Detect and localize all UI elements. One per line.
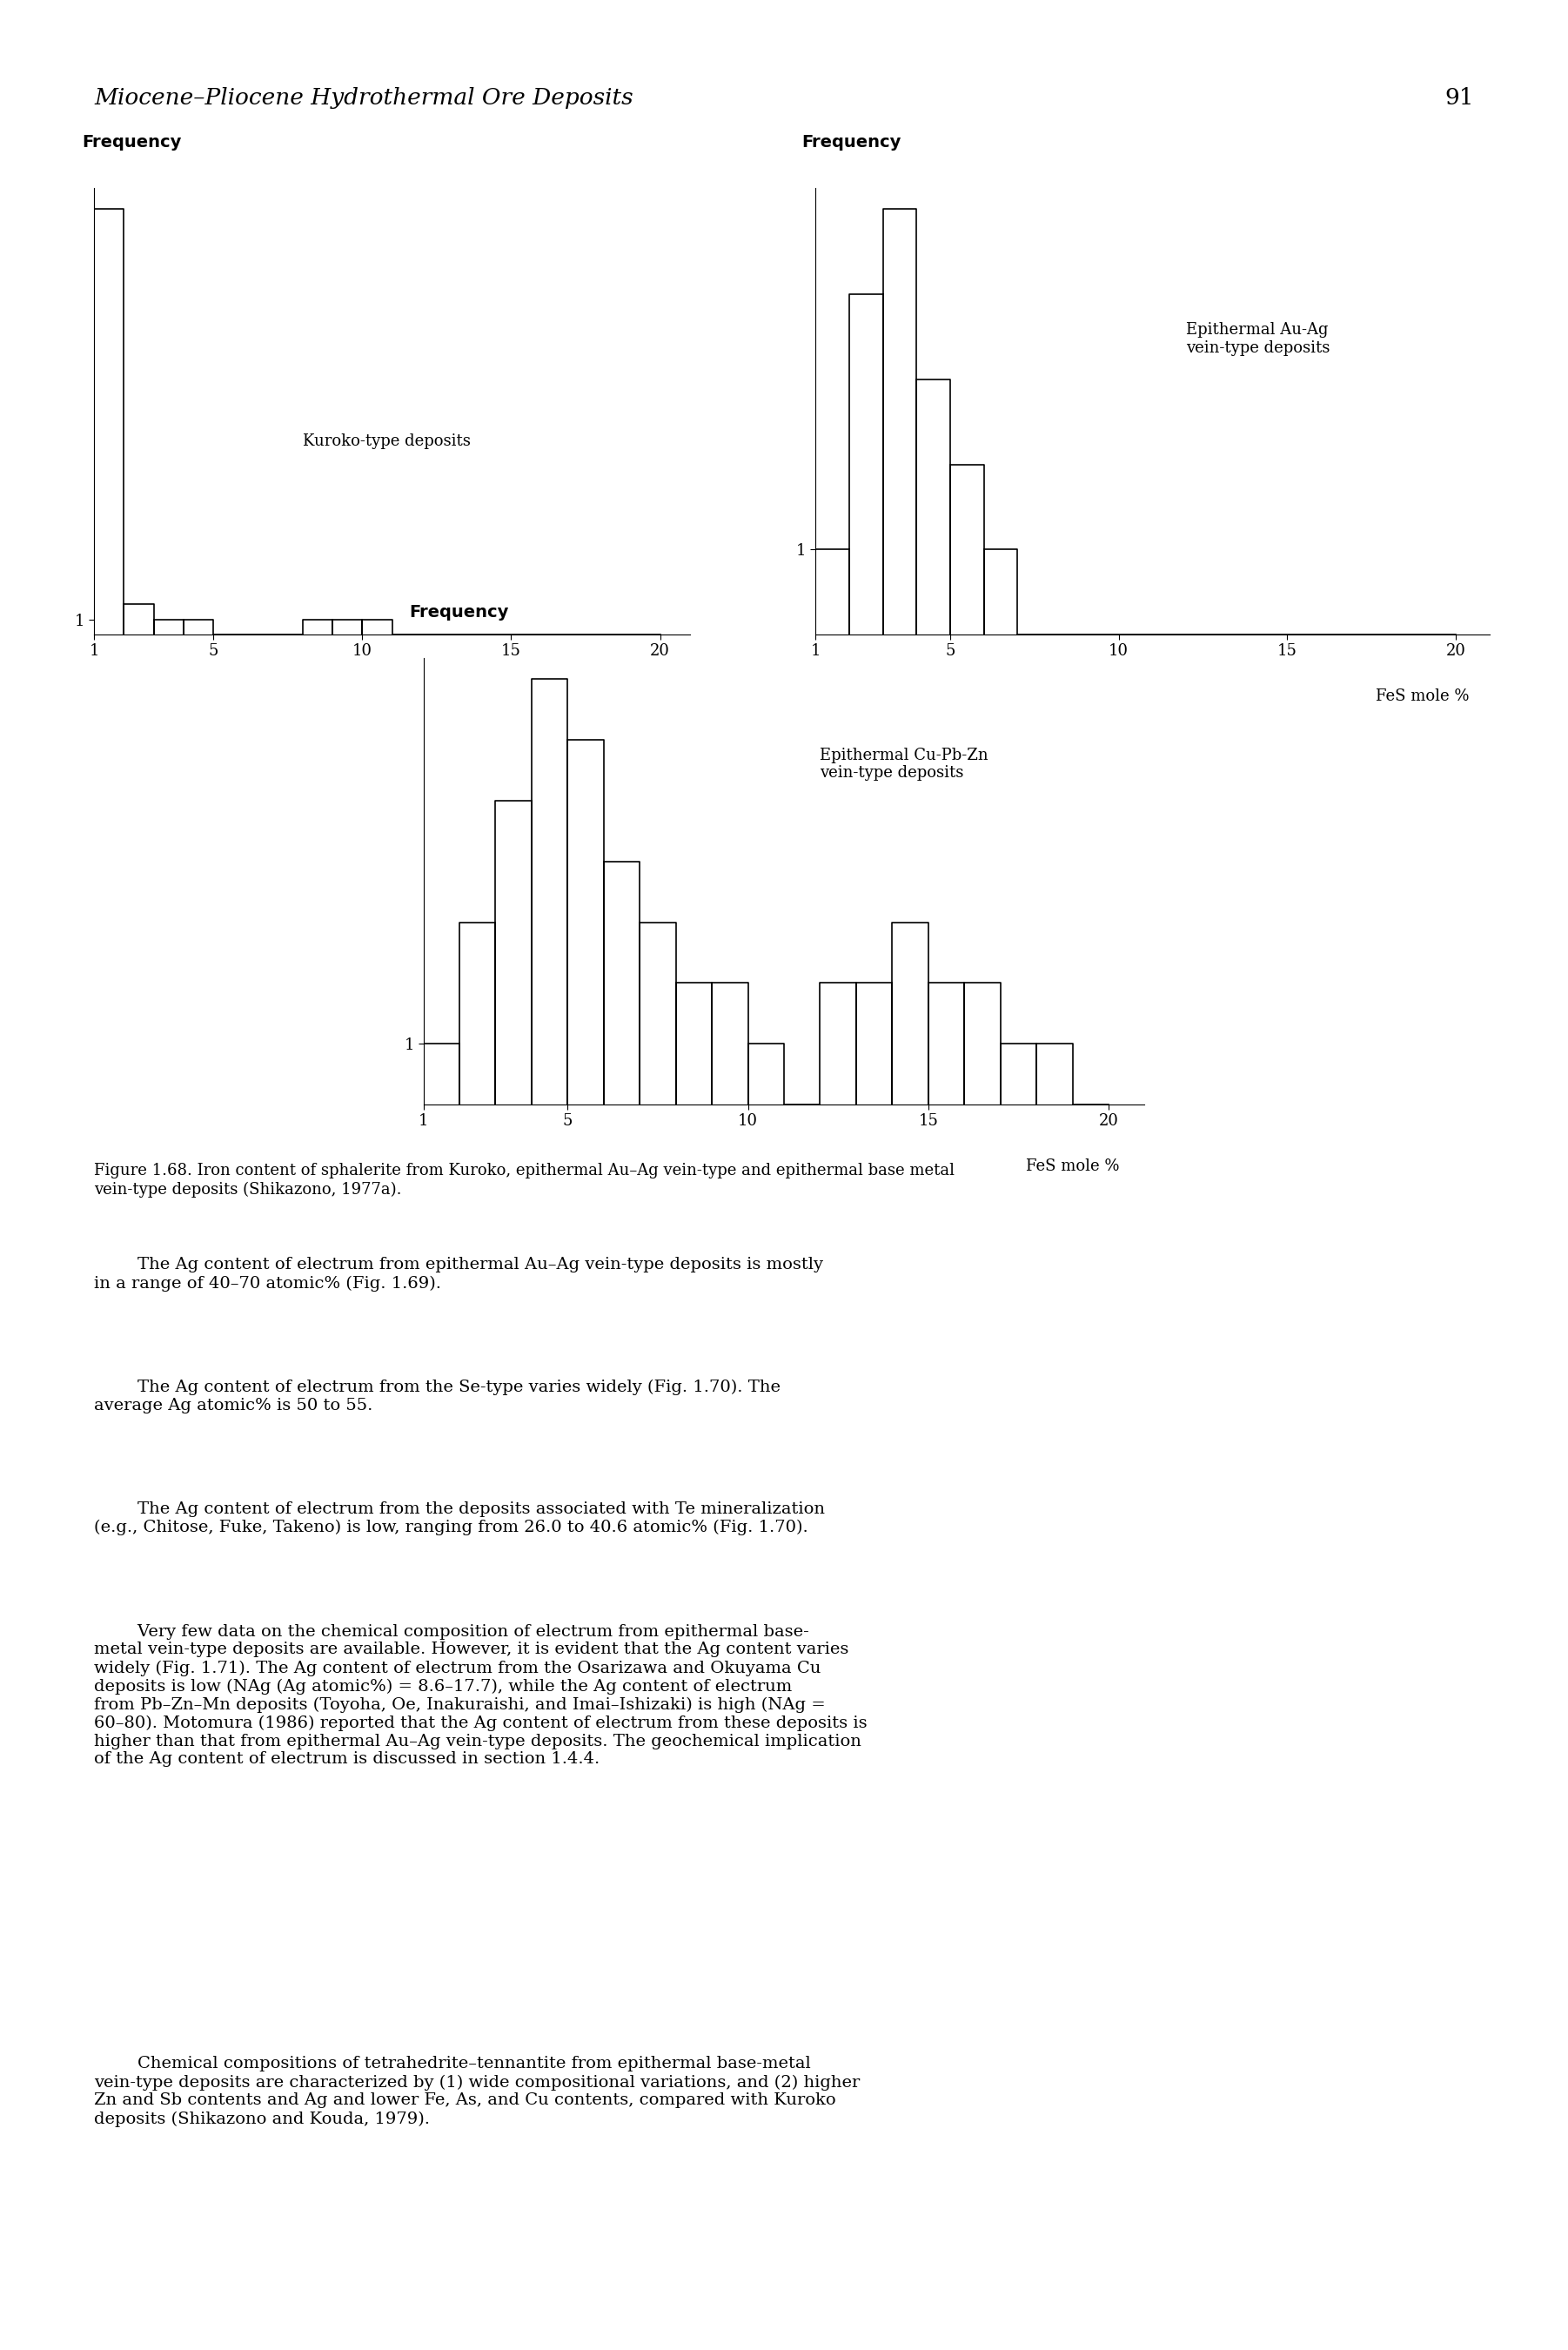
Text: The Ag content of electrum from epithermal Au–Ag vein-type deposits is mostly
in: The Ag content of electrum from epitherm…	[94, 1257, 823, 1290]
Text: Miocene–Pliocene Hydrothermal Ore Deposits: Miocene–Pliocene Hydrothermal Ore Deposi…	[94, 87, 633, 108]
Text: Epithermal Au-Ag
vein-type deposits: Epithermal Au-Ag vein-type deposits	[1185, 322, 1330, 355]
Text: Frequency: Frequency	[82, 134, 182, 150]
Text: Figure 1.68. Iron content of sphalerite from Kuroko, epithermal Au–Ag vein-type : Figure 1.68. Iron content of sphalerite …	[94, 1163, 955, 1196]
X-axis label: FeS mole %: FeS mole %	[1375, 689, 1469, 703]
Text: The Ag content of electrum from the deposits associated with Te mineralization
(: The Ag content of electrum from the depo…	[94, 1502, 825, 1535]
X-axis label: FeS mole %: FeS mole %	[583, 689, 677, 703]
Text: Chemical compositions of tetrahedrite–tennantite from epithermal base-metal
vein: Chemical compositions of tetrahedrite–te…	[94, 2056, 859, 2127]
Text: 91: 91	[1444, 87, 1474, 108]
Text: Epithermal Cu-Pb-Zn
vein-type deposits: Epithermal Cu-Pb-Zn vein-type deposits	[820, 747, 988, 780]
X-axis label: FeS mole %: FeS mole %	[1025, 1159, 1120, 1173]
Text: Frequency: Frequency	[801, 134, 902, 150]
Text: The Ag content of electrum from the Se-type varies widely (Fig. 1.70). The
avera: The Ag content of electrum from the Se-t…	[94, 1379, 781, 1412]
Text: Very few data on the chemical composition of electrum from epithermal base-
meta: Very few data on the chemical compositio…	[94, 1624, 867, 1767]
Text: Kuroko-type deposits: Kuroko-type deposits	[303, 435, 470, 449]
Text: Frequency: Frequency	[409, 604, 508, 620]
